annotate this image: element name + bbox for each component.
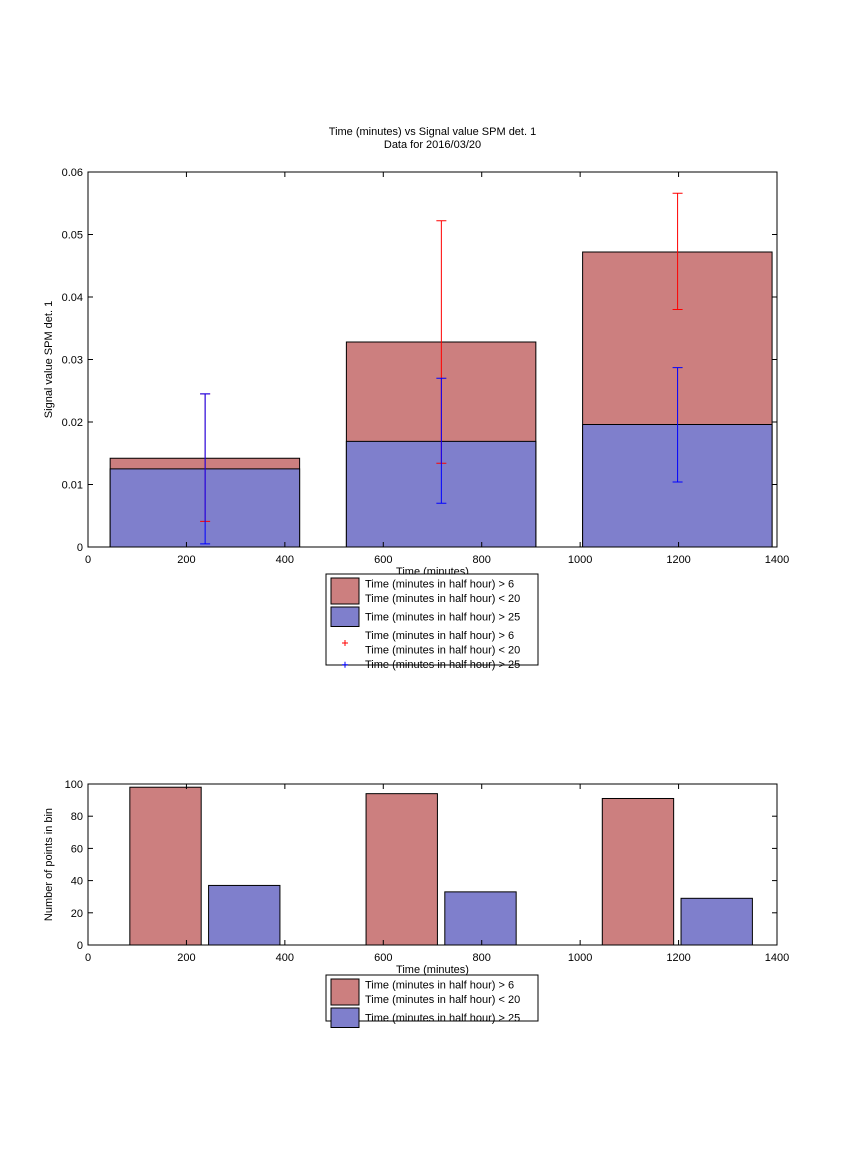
axes-box <box>87 783 778 946</box>
y-axis-label: Number of points in bin <box>43 808 55 921</box>
y-tick-label: 100 <box>65 779 83 791</box>
x-axis-label: Time (minutes) <box>396 964 469 976</box>
x-tick-label: 600 <box>374 554 392 566</box>
legend-label: Time (minutes in half hour) > 25 <box>365 659 520 671</box>
count-chart: 0 200 400 600 800 1000 1200 1400 0 20 40 60 80 100 Tim… <box>43 779 789 1028</box>
legend-label: Time (minutes in half hour) < 20 <box>365 593 520 605</box>
legend-swatch <box>330 577 360 605</box>
x-tick-label: 0 <box>85 952 91 964</box>
legend-label: Time (minutes in half hour) < 20 <box>365 644 520 656</box>
bar <box>601 797 675 946</box>
x-tick-label: 1200 <box>666 952 690 964</box>
x-tick-label: 800 <box>473 952 491 964</box>
legend-swatch <box>330 606 360 627</box>
y-tick-label: 40 <box>71 876 83 888</box>
legend-box <box>325 974 539 1022</box>
y-tick-label: 80 <box>71 811 83 823</box>
legend-swatch <box>330 1007 360 1028</box>
x-tick-label: 200 <box>177 952 195 964</box>
chart-title: Time (minutes) vs Signal value SPM det. … <box>329 126 536 138</box>
x-tick-label: 1000 <box>568 952 592 964</box>
x-tick-label: 1400 <box>765 554 789 566</box>
y-tick-label: 60 <box>71 843 83 855</box>
legend-label: Time (minutes in half hour) > 25 <box>365 1012 520 1024</box>
legend-box <box>325 573 539 666</box>
bar <box>680 897 753 946</box>
y-tick-label: 0.03 <box>62 355 83 367</box>
y-tick-label: 0.04 <box>62 292 83 304</box>
x-tick-label: 400 <box>276 952 294 964</box>
x-tick-label: 400 <box>276 554 294 566</box>
bar <box>129 786 202 946</box>
x-tick-label: 1400 <box>765 952 789 964</box>
y-tick-label: 0.01 <box>62 480 83 492</box>
legend-label: Time (minutes in half hour) > 25 <box>365 611 520 623</box>
y-tick-label: 0.02 <box>62 417 83 429</box>
y-tick-label: 20 <box>71 908 83 920</box>
x-tick-label: 0 <box>85 554 91 566</box>
bar <box>444 891 517 946</box>
legend-label: Time (minutes in half hour) > 6 <box>365 979 514 991</box>
y-tick-label: 0 <box>77 940 83 952</box>
x-tick-label: 1000 <box>568 554 592 566</box>
bar <box>365 793 438 946</box>
chart-subtitle: Data for 2016/03/20 <box>384 139 481 151</box>
legend-label: Time (minutes in half hour) < 20 <box>365 994 520 1006</box>
legend: Time (minutes in half hour) > 6 Time (min… <box>325 974 539 1028</box>
y-tick-label: 0.05 <box>62 230 83 242</box>
x-tick-label: 800 <box>473 554 491 566</box>
y-axis-label: Signal value SPM det. 1 <box>43 301 55 418</box>
legend-label: Time (minutes in half hour) > 6 <box>365 630 514 642</box>
legend-swatch <box>330 978 360 1006</box>
x-tick-label: 200 <box>177 554 195 566</box>
x-tick-label: 1200 <box>666 554 690 566</box>
bar <box>208 884 281 946</box>
legend-label: Time (minutes in half hour) > 6 <box>365 578 514 590</box>
legend: Time (minutes in half hour) > 6 Time (min… <box>325 573 539 671</box>
y-tick-label: 0.06 <box>62 167 83 179</box>
y-tick-label: 0 <box>77 542 83 554</box>
x-tick-label: 600 <box>374 952 392 964</box>
signal-chart: 0 200 400 600 800 1000 1200 1400 0 0.01 0.02 0.03 0.… <box>43 126 789 671</box>
